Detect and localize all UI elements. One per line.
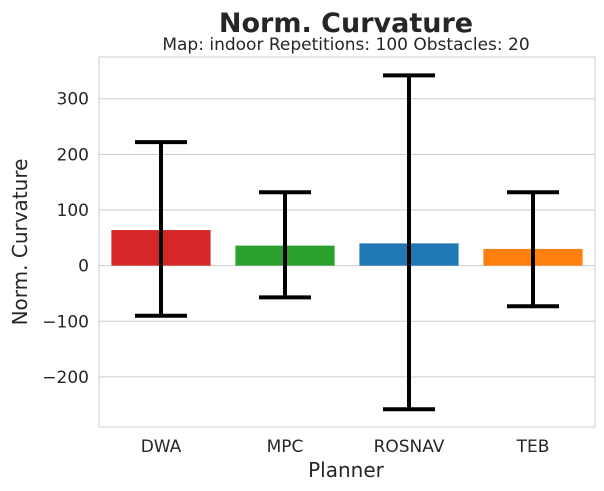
x-tick-label: TEB: [516, 437, 550, 457]
y-tick-labels: −200 −100 0 100 200 300: [42, 90, 89, 388]
y-tick-label: 200: [57, 145, 89, 165]
y-axis-label: Norm. Curvature: [8, 159, 32, 326]
x-tick-label: ROSNAV: [374, 437, 445, 457]
error-bar-teb: [507, 190, 559, 309]
error-bar-rosnav: [383, 73, 435, 412]
x-axis-label: Planner: [308, 458, 385, 482]
error-bar-mpc: [259, 190, 311, 300]
y-tick-label: 300: [57, 90, 89, 110]
bars: [111, 230, 583, 266]
y-tick-label: 100: [57, 201, 89, 221]
y-tick-label: −100: [42, 312, 89, 332]
x-tick-label: DWA: [141, 437, 182, 457]
plot-area: [98, 56, 596, 428]
chart-title: Norm. Curvature: [219, 8, 473, 39]
y-tick-label: −200: [42, 368, 89, 388]
error-bar-dwa: [135, 140, 187, 318]
x-tick-label: MPC: [267, 437, 304, 457]
chart-subtitle: Map: indoor Repetitions: 100 Obstacles: …: [162, 35, 529, 55]
x-tick-labels: DWA MPC ROSNAV TEB: [141, 437, 550, 457]
error-bars: [135, 73, 559, 412]
y-tick-label: 0: [78, 257, 89, 277]
